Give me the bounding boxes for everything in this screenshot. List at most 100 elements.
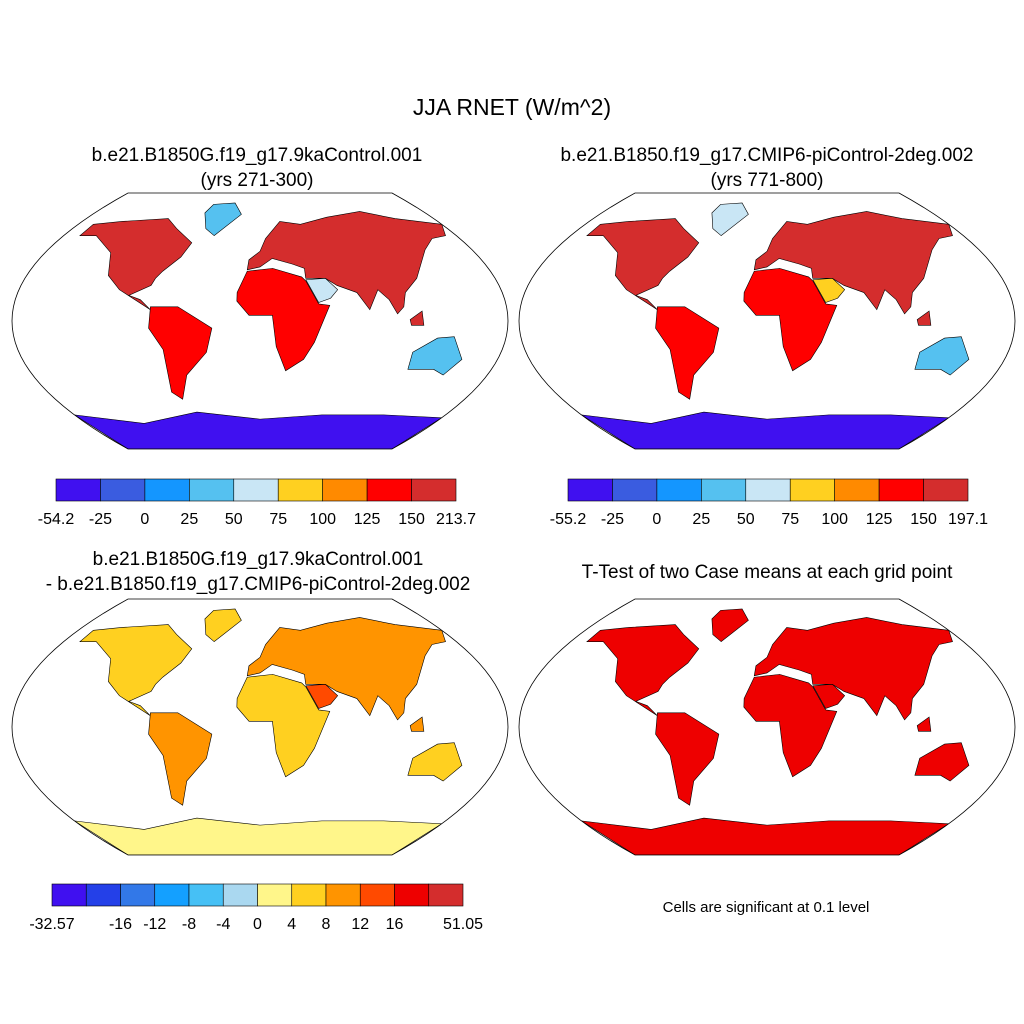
region-africa xyxy=(236,268,331,372)
map-border xyxy=(518,598,1016,856)
map-border xyxy=(11,192,509,450)
colorbar-label: -12 xyxy=(143,916,166,933)
region-australia xyxy=(914,336,970,376)
colorbar-box xyxy=(188,883,224,907)
colorbar-label: 150 xyxy=(910,511,937,528)
region-na xyxy=(79,624,193,716)
colorbar-label: 100 xyxy=(821,511,848,528)
colorbar-box xyxy=(656,478,702,502)
colorbar-label: 0 xyxy=(253,916,262,933)
region-borneo xyxy=(409,310,425,326)
map-panel-1 xyxy=(11,192,509,450)
region-africa xyxy=(743,268,838,372)
map-border xyxy=(11,598,509,856)
panel-4-title-line1: T-Test of two Case means at each grid po… xyxy=(581,562,953,583)
panel-1-title-line1: b.e21.B1850G.f19_g17.9kaControl.001 xyxy=(91,145,423,166)
region-antarctica xyxy=(581,817,950,855)
colorbar-label: 75 xyxy=(781,511,799,528)
map-panel-4 xyxy=(518,598,1016,856)
region-eurasia xyxy=(753,617,953,721)
region-sa xyxy=(655,712,720,806)
colorbar-box xyxy=(366,478,412,502)
region-eurasia xyxy=(753,211,953,315)
colorbar-2: -55.2 -25 0 25 50 75 100 125 150 197.1 xyxy=(550,478,988,528)
colorbar-box xyxy=(154,883,190,907)
colorbar-label: 51.05 xyxy=(443,916,483,933)
colorbar-label: -25 xyxy=(89,511,112,528)
region-na xyxy=(586,218,700,310)
colorbar-3: -32.57 -16 -12 -8 -4 0 4 8 12 16 51.05 xyxy=(29,883,483,933)
colorbar-box xyxy=(120,883,156,907)
colorbar-label: -4 xyxy=(216,916,230,933)
panel-3-title: b.e21.B1850G.f19_g17.9kaControl.001 - b.… xyxy=(46,547,471,597)
colorbar-label: 197.1 xyxy=(948,511,988,528)
region-greenland xyxy=(204,202,242,237)
figure-title: JJA RNET (W/m^2) xyxy=(412,94,612,120)
map-border xyxy=(518,192,1016,450)
region-greenland xyxy=(711,202,749,237)
colorbar-label: 25 xyxy=(692,511,710,528)
colorbar-box xyxy=(55,478,101,502)
colorbar-label: -25 xyxy=(601,511,624,528)
colorbar-label: 0 xyxy=(652,511,661,528)
panel-2-title-line1: b.e21.B1850.f19_g17.CMIP6-piControl-2deg… xyxy=(560,145,974,166)
colorbar-box xyxy=(428,883,464,907)
colorbar-label: -55.2 xyxy=(550,511,587,528)
panel-1-title-line2: (yrs 271-300) xyxy=(200,170,314,191)
region-greenland xyxy=(204,608,242,643)
colorbar-box xyxy=(51,883,87,907)
colorbar-label: 8 xyxy=(322,916,331,933)
region-eurasia xyxy=(246,617,446,721)
region-eurasia xyxy=(246,211,446,315)
colorbar-label: 50 xyxy=(737,511,755,528)
map-panel-2 xyxy=(518,192,1016,450)
colorbar-label: 150 xyxy=(398,511,425,528)
colorbar-label: 50 xyxy=(225,511,243,528)
colorbar-box xyxy=(923,478,969,502)
colorbar-label: 125 xyxy=(354,511,381,528)
colorbar-box xyxy=(701,478,747,502)
region-antarctica xyxy=(581,411,950,449)
colorbar-label: -16 xyxy=(109,916,132,933)
region-borneo xyxy=(916,716,932,732)
region-australia xyxy=(914,742,970,782)
region-na xyxy=(79,218,193,310)
colorbar-box xyxy=(233,478,279,502)
panel-3-title-line1: b.e21.B1850G.f19_g17.9kaControl.001 xyxy=(92,549,424,570)
colorbar-label: 75 xyxy=(269,511,287,528)
region-borneo xyxy=(916,310,932,326)
colorbar-label: 213.7 xyxy=(436,511,476,528)
colorbar-label: -8 xyxy=(182,916,196,933)
region-na xyxy=(586,624,700,716)
colorbar-label: 100 xyxy=(309,511,336,528)
colorbar-box xyxy=(222,883,258,907)
region-antarctica xyxy=(74,817,443,855)
region-borneo xyxy=(409,716,425,732)
panel-2-title: b.e21.B1850.f19_g17.CMIP6-piControl-2deg… xyxy=(560,143,973,193)
colorbar-box xyxy=(291,883,327,907)
region-sa xyxy=(148,306,213,400)
colorbar-label: 25 xyxy=(180,511,198,528)
panel-4-title: T-Test of two Case means at each grid po… xyxy=(582,560,953,585)
region-antarctica xyxy=(74,411,443,449)
colorbar-label: -54.2 xyxy=(38,511,75,528)
region-arabia xyxy=(305,684,339,709)
colorbar-box xyxy=(567,478,613,502)
panel-1-title: b.e21.B1850G.f19_g17.9kaControl.001 (yrs… xyxy=(92,143,423,193)
map-panel-3 xyxy=(11,598,509,856)
colorbar-box xyxy=(359,883,395,907)
colorbar-box xyxy=(257,883,293,907)
significance-note: Cells are significant at 0.1 level xyxy=(662,899,870,916)
colorbar-box xyxy=(878,478,924,502)
region-sa xyxy=(148,712,213,806)
colorbar-box xyxy=(322,478,368,502)
colorbar-label: 125 xyxy=(866,511,893,528)
colorbar-box xyxy=(745,478,791,502)
colorbar-box xyxy=(189,478,235,502)
colorbar-label: 4 xyxy=(287,916,296,933)
region-africa xyxy=(743,674,838,778)
colorbar-box xyxy=(612,478,658,502)
region-africa xyxy=(236,674,331,778)
colorbar-box xyxy=(325,883,361,907)
